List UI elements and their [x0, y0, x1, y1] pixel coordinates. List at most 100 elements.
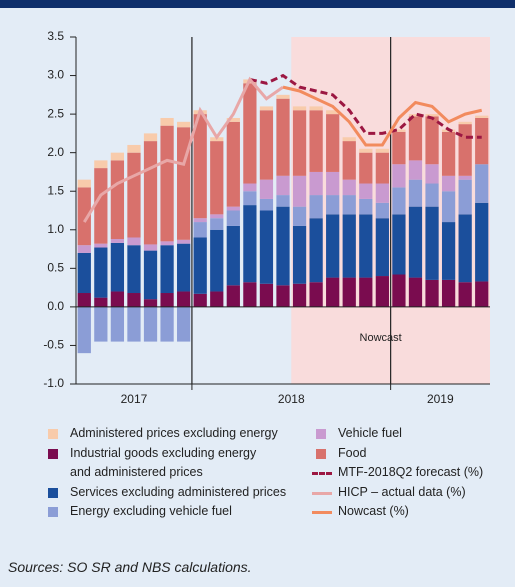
bar-segment [292, 283, 307, 307]
bar-segment [127, 306, 141, 342]
legend: Administered prices excluding energy Indu… [0, 424, 515, 534]
bar-segment [342, 195, 356, 215]
y-tick-label: -0.5 [43, 338, 64, 352]
bar-segment [94, 168, 108, 244]
bar-segment [475, 115, 489, 118]
legend-item: Industrial goods excluding energy and ad… [44, 444, 314, 483]
bar-segment [425, 114, 439, 117]
legend-label: Food [338, 445, 367, 460]
bar-segment [342, 214, 356, 278]
bar-segment [94, 243, 108, 248]
bar-segment [77, 179, 91, 188]
legend-label: Energy excluding vehicle fuel [70, 504, 232, 518]
bar-segment [425, 116, 439, 165]
bar-segment [259, 110, 274, 180]
bar-segment [94, 247, 108, 298]
legend-label: Vehicle fuel [338, 426, 402, 440]
chart: Nowcast 3.5 3.0 2.5 2.0 1.5 1.0 0.5 0.0 -0.5 -1.0 2… [0, 0, 515, 547]
header-bar [0, 0, 515, 8]
bar-segment [160, 241, 174, 246]
bar-segment [408, 179, 423, 207]
bar-segment [326, 110, 340, 115]
bar-segment [193, 293, 207, 307]
bar-segment [110, 291, 125, 307]
bar-segment [193, 237, 207, 294]
bar-segment [226, 206, 240, 211]
bar-segment [210, 141, 224, 215]
bar-segment [276, 98, 290, 176]
bar-segment [193, 218, 207, 223]
bar-segment [375, 218, 389, 277]
legend-marker [312, 472, 332, 475]
legend-item: Services excluding administered prices [44, 483, 314, 503]
bar-segment [326, 277, 340, 307]
bar-segment [177, 239, 191, 244]
annotation: Nowcast [360, 332, 402, 344]
y-tick-label: 2.5 [47, 106, 64, 120]
bar-segment [243, 83, 257, 184]
bar-segment [375, 148, 389, 153]
bar-segment [276, 206, 290, 286]
legend-label: MTF-2018Q2 forecast (%) [338, 465, 484, 479]
legend-marker [316, 429, 326, 439]
bar-segment [259, 179, 274, 199]
legend-item: Food [312, 444, 512, 464]
bar-segment [110, 239, 125, 243]
bar-segment [143, 299, 158, 307]
bar-segment [475, 281, 489, 307]
bar-segment [243, 183, 257, 192]
bar-segment [276, 94, 290, 99]
bar-segment [226, 117, 240, 122]
legend-column: Administered prices excluding energy Indu… [44, 424, 314, 522]
bar-segment [193, 114, 207, 219]
bar-segment [392, 214, 406, 275]
series-line [282, 85, 483, 147]
bar-segment [475, 164, 489, 203]
bar-segment [292, 106, 307, 111]
y-tick-label: 2.0 [47, 145, 64, 159]
bar-segment [441, 191, 456, 223]
bar-segment [110, 242, 125, 292]
bar-segment [359, 198, 373, 215]
bar-segment [441, 279, 456, 307]
bar-segment [127, 237, 141, 246]
legend-marker [316, 448, 326, 459]
bar-segment [375, 183, 389, 203]
bar-segment [342, 277, 356, 307]
bar-segment [309, 195, 323, 219]
bar-segment [425, 183, 439, 207]
bar-segment [475, 117, 489, 165]
legend-marker [312, 491, 332, 495]
bar-segment [458, 282, 472, 307]
bar-segment [408, 206, 423, 278]
bar-segment [110, 306, 125, 342]
bar-segment [408, 277, 423, 307]
bar-segment [458, 121, 472, 125]
bar-segment [193, 222, 207, 238]
bar-segment [425, 279, 439, 307]
bar-segment [392, 129, 406, 132]
bar-segment [309, 171, 323, 196]
legend-column: Vehicle fuel Food MTF-2018Q2 forecast (%) H… [312, 424, 512, 522]
y-tick-label: 1.0 [47, 222, 64, 236]
bar-segment [77, 306, 91, 354]
bar-segment [408, 160, 423, 180]
bar-segment [408, 114, 423, 117]
bar-segment [160, 306, 174, 342]
bar-segment [143, 306, 158, 342]
bar-segment [458, 214, 472, 283]
y-tick-label: 3.0 [47, 68, 64, 82]
legend-item: Vehicle fuel [312, 424, 512, 444]
bar-segment [359, 183, 373, 199]
x-group-label: 2019 [427, 392, 454, 406]
bar-segment [309, 218, 323, 283]
bar-segment [441, 222, 456, 280]
bar-segment [342, 141, 356, 180]
bar-segment [226, 285, 240, 307]
bar-segment [177, 291, 191, 307]
bar-segment [127, 144, 141, 153]
x-group-label: 2018 [278, 392, 305, 406]
series-line [83, 76, 284, 223]
bar-segment [77, 187, 91, 246]
bar-segment [94, 160, 108, 169]
